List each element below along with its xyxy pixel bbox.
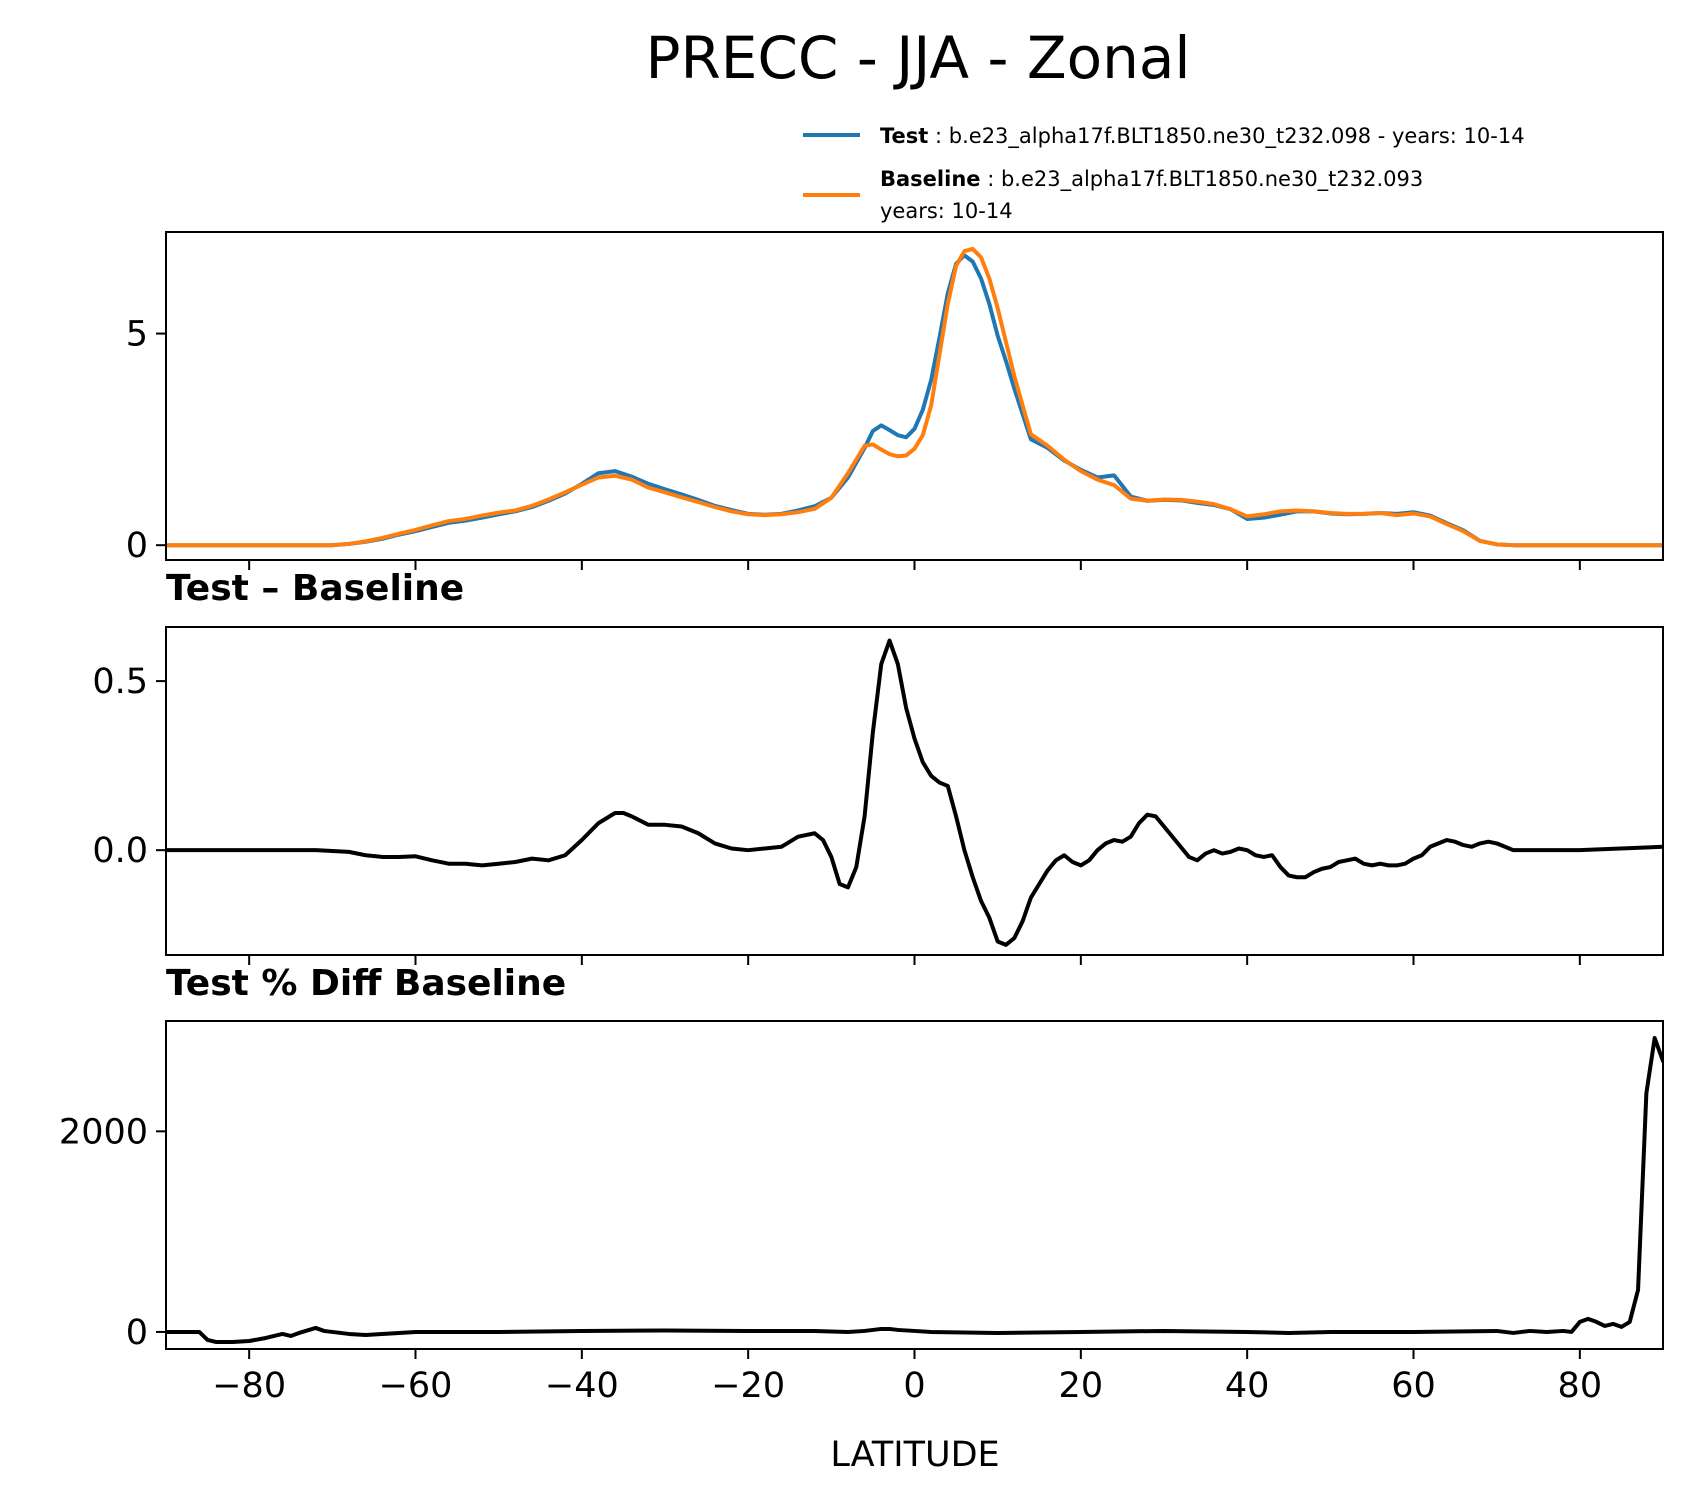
- panel-1-series-baseline-line: [166, 246, 1663, 548]
- legend: [803, 133, 860, 197]
- x-tick-label: 0: [903, 1366, 925, 1406]
- panel-2-subtitle: Test – Baseline: [166, 568, 464, 609]
- panel-2-y-tick-label: 0.0: [92, 831, 148, 871]
- panel-2-series-test-baseline-line: [166, 638, 1663, 947]
- panel-1-frame: [165, 231, 1664, 561]
- legend-baseline-text-line2: years: 10-14: [880, 199, 1013, 223]
- panel-3-subtitle: Test % Diff Baseline: [166, 963, 566, 1004]
- x-tick-label: 80: [1558, 1366, 1603, 1406]
- legend-baseline-text: Baseline : b.e23_alpha17f.BLT1850.ne30_t…: [880, 167, 1423, 192]
- panel-3-series-test-diff-baseline-line: [166, 1036, 1663, 1344]
- x-tick-label: −40: [545, 1366, 619, 1406]
- panel-3-frame: [165, 1020, 1664, 1350]
- panel-3-y-tick-label: 0: [126, 1313, 148, 1353]
- x-tick-label: 20: [1059, 1366, 1104, 1406]
- panel-3-y-tick-label: 2000: [59, 1112, 148, 1152]
- x-tick-label: 60: [1391, 1366, 1436, 1406]
- panel-1-y-tick-label: 0: [126, 526, 148, 566]
- chart-title: PRECC - JJA - Zonal: [645, 24, 1190, 92]
- panel-1-y-tick-label: 5: [126, 315, 148, 355]
- x-tick-label: −60: [379, 1366, 453, 1406]
- legend-test-text: Test : b.e23_alpha17f.BLT1850.ne30_t232.…: [880, 124, 1525, 149]
- panel-2-frame: [165, 626, 1664, 956]
- x-tick-label: −20: [711, 1366, 785, 1406]
- x-tick-label: −80: [212, 1366, 286, 1406]
- x-tick-label: 40: [1225, 1366, 1270, 1406]
- panel-1-series-test-line: [166, 253, 1663, 548]
- panel-2-y-tick-label: 0.5: [92, 662, 148, 702]
- x-axis-label: LATITUDE: [830, 1435, 999, 1475]
